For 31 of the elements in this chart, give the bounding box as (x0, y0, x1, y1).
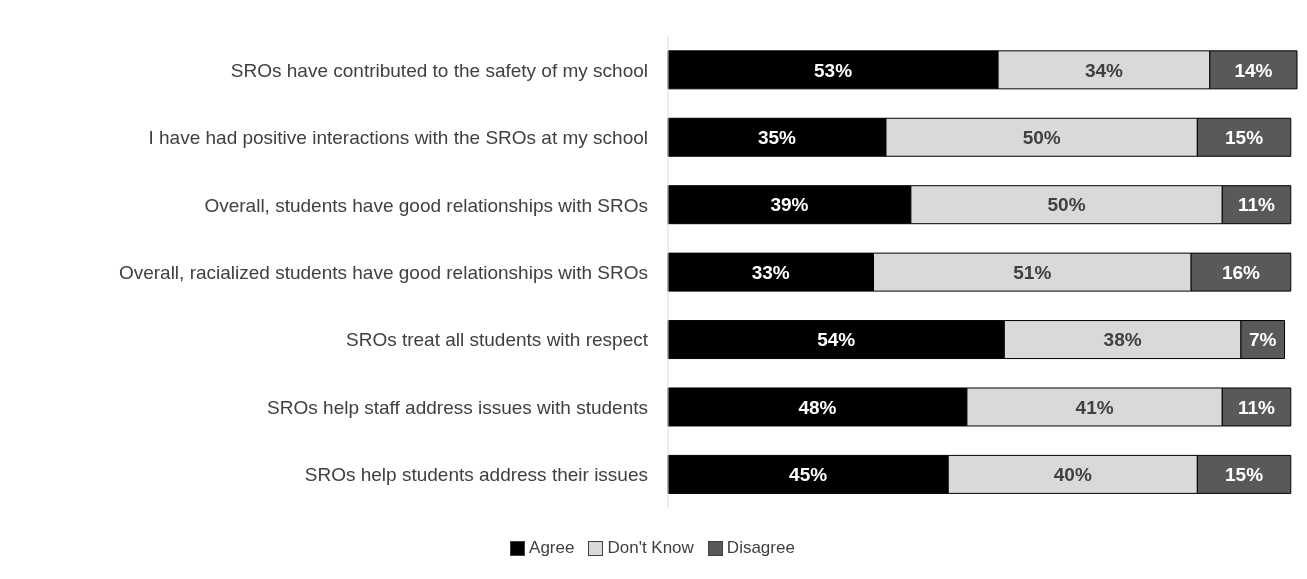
legend-label: Don't Know (607, 538, 694, 558)
y-tick-label: SROs treat all students with respect (345, 328, 649, 350)
data-label: 54% (817, 329, 856, 351)
data-label: 11% (1238, 194, 1276, 216)
data-label: 14% (1234, 59, 1273, 81)
data-label: 33% (751, 261, 790, 283)
data-label: 11% (1238, 396, 1276, 418)
data-label: 39% (770, 194, 809, 216)
data-label: 15% (1225, 464, 1264, 486)
data-label: 15% (1225, 127, 1264, 149)
data-label: 41% (1075, 396, 1114, 418)
y-tick-label: SROs help staff address issues with students (267, 396, 648, 418)
y-tick-label: Overall, racialized students have good relationships with SROs (118, 261, 648, 283)
data-label: 50% (1047, 194, 1086, 216)
data-label: 48% (798, 396, 837, 418)
data-label: 35% (757, 127, 797, 149)
data-label: 7% (1249, 329, 1277, 351)
data-label: 50% (1022, 127, 1061, 149)
data-label: 38% (1103, 329, 1142, 351)
data-label: 16% (1221, 261, 1261, 283)
data-label: 51% (1013, 261, 1052, 283)
y-tick-label: SROs have contributed to the safety of my school (230, 59, 648, 81)
data-label: 34% (1084, 59, 1124, 81)
data-label: 45% (789, 464, 828, 486)
data-label: 53% (814, 59, 853, 81)
legend-label: Agree (529, 538, 575, 558)
y-tick-label: SROs help students address their issues (304, 463, 648, 485)
legend-label: Disagree (726, 538, 795, 558)
data-label: 40% (1053, 464, 1092, 486)
y-tick-label: I have had positive interactions with the SROs at my school (148, 126, 648, 148)
y-tick-label: Overall, students have good relationships with SROs (204, 194, 648, 216)
